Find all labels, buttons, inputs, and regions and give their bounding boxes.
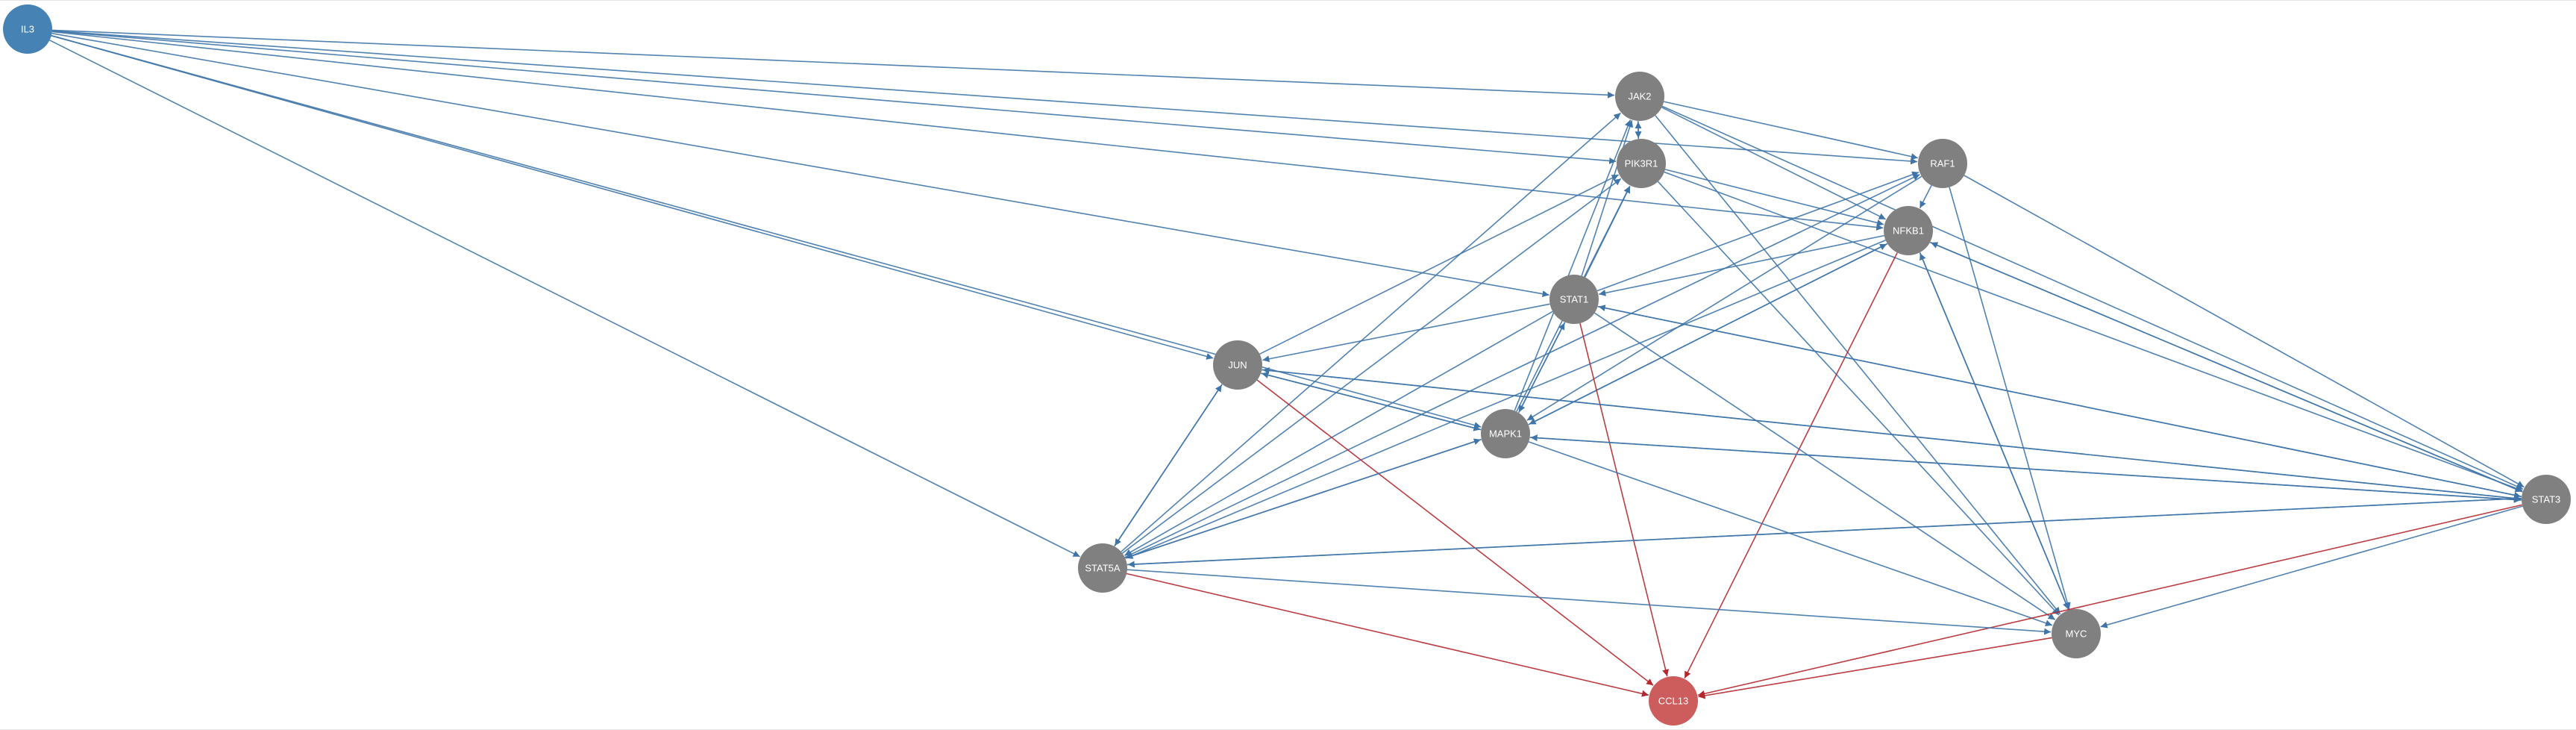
edge-stat3-to-mapk1 xyxy=(1530,434,2522,501)
node-label: STAT3 xyxy=(2532,494,2561,505)
edge-jak2-to-raf1 xyxy=(1664,101,1918,160)
edge-nfkb1-to-stat1 xyxy=(1599,234,1884,296)
node-label: PIK3R1 xyxy=(1625,158,1658,169)
node-circle[interactable] xyxy=(1078,543,1127,593)
node-label: JAK2 xyxy=(1628,91,1651,102)
edges-layer xyxy=(49,29,2525,699)
edge-stat5a-to-stat3 xyxy=(1126,495,2521,566)
edge-stat1-to-myc xyxy=(1594,312,2056,620)
node-label: IL3 xyxy=(21,24,34,35)
edge-il3-to-stat5a xyxy=(49,40,1080,558)
edge-raf1-to-stat3 xyxy=(1964,175,2525,488)
node-label: CCL13 xyxy=(1658,696,1688,707)
edge-stat5a-to-myc xyxy=(1126,569,2052,635)
edge-stat3-to-nfkb1 xyxy=(1930,242,2523,493)
edge-stat5a-to-raf1 xyxy=(1124,173,1920,558)
edge-mapk1-to-jak2 xyxy=(1514,119,1632,411)
node-circle[interactable] xyxy=(1549,275,1599,324)
node-label: STAT1 xyxy=(1560,294,1589,305)
edge-raf1-to-mapk1 xyxy=(1526,175,1922,421)
edge-myc-to-nfkb1 xyxy=(1920,252,2069,611)
edge-raf1-to-myc xyxy=(1949,187,2071,610)
node-mapk1[interactable]: MAPK1 xyxy=(1481,409,1530,458)
edge-jak2-to-stat3 xyxy=(1661,105,2524,490)
edge-stat5a-to-jun xyxy=(1114,384,1223,547)
nodes-layer: IL3 JAK2 PIK3R1 RAF1 NFKB1 STAT1 JUN MAPK1 STAT3… xyxy=(3,4,2571,726)
edge-stat5a-to-ccl13 xyxy=(1126,573,1649,697)
node-circle[interactable] xyxy=(1481,409,1530,458)
node-stat1[interactable]: STAT1 xyxy=(1549,275,1599,324)
edge-il3-to-jun xyxy=(51,35,1214,360)
edge-jak2-to-nfkb1 xyxy=(1661,107,1886,220)
node-label: JUN xyxy=(1228,360,1247,371)
node-stat5a[interactable]: STAT5A xyxy=(1078,543,1127,593)
edge-stat3-to-myc xyxy=(2100,505,2523,628)
edge-jak2-to-myc xyxy=(1655,115,2061,615)
node-circle[interactable] xyxy=(1615,72,1664,121)
edge-jun-to-pik3r1 xyxy=(1259,174,1619,355)
node-label: NFKB1 xyxy=(1893,225,1924,237)
edge-il3-to-raf1 xyxy=(51,30,1918,165)
node-myc[interactable]: MYC xyxy=(2052,609,2101,658)
edge-stat1-to-jun xyxy=(1262,303,1550,363)
edge-pik3r1-to-jak2 xyxy=(1635,122,1642,140)
edge-mapk1-to-stat1 xyxy=(1517,322,1565,414)
edge-stat3-to-stat1 xyxy=(1598,305,2522,498)
edge-il3-to-stat1 xyxy=(51,32,1549,298)
edge-mapk1-to-jun xyxy=(1262,372,1482,431)
node-label: STAT5A xyxy=(1085,563,1121,574)
edge-stat1-to-jak2 xyxy=(1581,120,1634,276)
edge-il3-to-pik3r1 xyxy=(51,30,1617,164)
edge-il3-to-mapk1 xyxy=(51,34,1482,428)
edge-mapk1-to-nfkb1 xyxy=(1528,243,1887,425)
edge-stat5a-to-jak2 xyxy=(1121,112,1621,552)
edge-stat1-to-stat5a xyxy=(1124,311,1553,556)
edge-il3-to-jak2 xyxy=(51,29,1615,99)
edge-pik3r1-to-nfkb1 xyxy=(1664,169,1884,226)
edge-raf1-to-nfkb1 xyxy=(1919,185,1932,209)
node-raf1[interactable]: RAF1 xyxy=(1918,139,1967,188)
edge-nfkb1-to-ccl13 xyxy=(1684,252,1898,678)
node-pik3r1[interactable]: PIK3R1 xyxy=(1617,139,1666,188)
node-ccl13[interactable]: CCL13 xyxy=(1649,676,1698,726)
node-circle[interactable] xyxy=(2052,609,2101,658)
node-circle[interactable] xyxy=(1649,676,1698,726)
node-jun[interactable]: JUN xyxy=(1213,340,1262,390)
edge-il3-to-nfkb1 xyxy=(51,31,1884,231)
node-circle[interactable] xyxy=(3,4,52,54)
node-jak2[interactable]: JAK2 xyxy=(1615,72,1664,121)
node-il3[interactable]: IL3 xyxy=(3,4,52,54)
node-stat3[interactable]: STAT3 xyxy=(2522,475,2571,524)
node-label: MYC xyxy=(2066,628,2087,640)
node-circle[interactable] xyxy=(1884,206,1933,255)
node-nfkb1[interactable]: NFKB1 xyxy=(1884,206,1933,255)
edge-stat3-to-jun xyxy=(1262,366,2522,500)
node-label: MAPK1 xyxy=(1489,428,1522,440)
edge-jun-to-ccl13 xyxy=(1256,379,1654,686)
node-circle[interactable] xyxy=(1213,340,1262,390)
edge-stat5a-to-pik3r1 xyxy=(1121,178,1622,554)
edge-stat1-to-ccl13 xyxy=(1579,322,1670,677)
node-circle[interactable] xyxy=(1918,139,1967,188)
node-label: RAF1 xyxy=(1930,158,1955,169)
edge-stat1-to-raf1 xyxy=(1596,171,1920,292)
edge-myc-to-ccl13 xyxy=(1698,637,2052,699)
node-circle[interactable] xyxy=(2522,475,2571,524)
edge-nfkb1-to-stat5a xyxy=(1126,239,1886,559)
edge-pik3r1-to-myc xyxy=(1657,181,2060,616)
edge-stat3-to-ccl13 xyxy=(1697,504,2522,697)
edge-pik3r1-to-stat3 xyxy=(1664,171,2523,492)
edge-stat5a-to-mapk1 xyxy=(1125,438,1482,559)
node-circle[interactable] xyxy=(1617,139,1666,188)
